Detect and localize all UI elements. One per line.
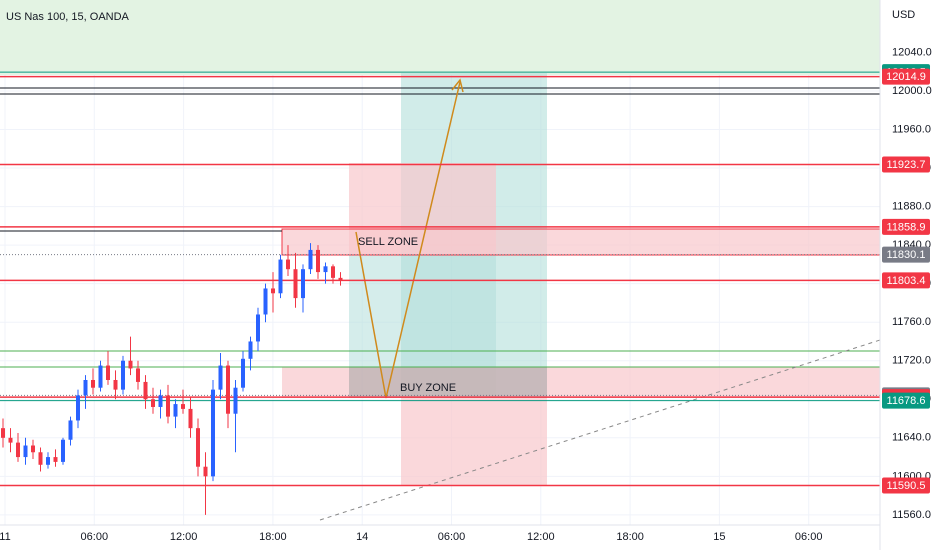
candle-body bbox=[301, 269, 305, 299]
candle-body bbox=[83, 379, 88, 396]
candle-body bbox=[61, 439, 65, 462]
x-tick-label: 18:00 bbox=[616, 531, 644, 543]
price-tag bbox=[882, 68, 930, 85]
price-tag-label: 12014.9 bbox=[886, 71, 926, 83]
candle-body bbox=[23, 445, 28, 458]
x-tick-label: 12:00 bbox=[527, 531, 555, 543]
buy-zone-label: BUY ZONE bbox=[400, 382, 456, 394]
x-tick-label: 14 bbox=[356, 531, 368, 543]
candle-body bbox=[256, 314, 260, 342]
y-tick-label: 11760.0 bbox=[892, 316, 931, 328]
price-tag bbox=[882, 156, 930, 173]
chart-title: US Nas 100, 15, OANDA bbox=[6, 11, 130, 23]
currency-label: USD bbox=[892, 9, 915, 21]
candle-body bbox=[91, 379, 95, 388]
price-tag-label: 11858.9 bbox=[887, 221, 926, 233]
candle-body bbox=[106, 365, 110, 380]
axis-layer: 11560.011600.011640.011680.011720.011760… bbox=[0, 46, 932, 543]
candle-body bbox=[226, 365, 230, 414]
candle-body bbox=[128, 360, 133, 369]
y-tick-label: 11560.0 bbox=[892, 509, 931, 521]
price-tag-label: 11830.1 bbox=[887, 249, 926, 261]
price-lines bbox=[0, 71, 880, 487]
candle-body bbox=[293, 269, 298, 299]
x-tick-label: 11 bbox=[0, 531, 11, 543]
candle-body bbox=[218, 365, 223, 390]
x-tick-label: 18:00 bbox=[259, 531, 287, 543]
candle-body bbox=[196, 428, 200, 467]
candles bbox=[1, 243, 343, 515]
candle-body bbox=[323, 266, 328, 273]
candle-body bbox=[113, 379, 118, 390]
price-tag-label: 11678.6 bbox=[887, 395, 926, 407]
sell-zone-label: SELL ZONE bbox=[358, 236, 418, 248]
candle-body bbox=[233, 387, 238, 414]
y-tick-label: 11720.0 bbox=[892, 355, 931, 367]
candle-body bbox=[316, 249, 320, 273]
candle-body bbox=[308, 249, 313, 270]
candle-body bbox=[173, 404, 178, 417]
projection-arrow bbox=[355, 81, 461, 399]
y-tick-label: 11880.0 bbox=[892, 200, 931, 212]
candle-body bbox=[136, 368, 140, 382]
candle-body bbox=[338, 277, 343, 281]
price-tag-label: 11803.4 bbox=[887, 275, 926, 287]
candle-body bbox=[211, 389, 215, 477]
candle-body bbox=[158, 395, 163, 407]
candle-body bbox=[278, 259, 283, 294]
candle-body bbox=[68, 420, 73, 440]
candle-body bbox=[76, 395, 80, 421]
y-tick-label: 12040.0 bbox=[892, 46, 932, 58]
arrow-head bbox=[451, 78, 464, 93]
price-tag-label: 11590.5 bbox=[887, 480, 926, 492]
price-tag bbox=[882, 477, 930, 494]
candle-body bbox=[203, 466, 208, 477]
x-tick-label: 12:00 bbox=[170, 531, 198, 543]
time-axis bbox=[0, 525, 880, 550]
x-tick-label: 06:00 bbox=[438, 531, 466, 543]
candle-body bbox=[38, 452, 43, 465]
candle-body bbox=[241, 358, 245, 388]
long-loss-box bbox=[401, 398, 547, 486]
candle-body bbox=[16, 442, 20, 458]
candle-body bbox=[121, 360, 125, 390]
price-tag bbox=[882, 272, 930, 289]
candle-body bbox=[1, 428, 5, 438]
candle-body bbox=[166, 395, 170, 417]
x-tick-label: 15 bbox=[713, 531, 725, 543]
price-tag bbox=[882, 218, 930, 235]
candle-body bbox=[8, 437, 13, 443]
price-tag bbox=[882, 392, 930, 409]
candle-body bbox=[271, 288, 275, 294]
candle-body bbox=[143, 381, 148, 400]
x-tick-label: 06:00 bbox=[81, 531, 109, 543]
y-tick-label: 12000.0 bbox=[892, 85, 932, 97]
target-area bbox=[0, 0, 880, 75]
candle-body bbox=[31, 445, 35, 453]
candle-body bbox=[151, 399, 155, 407]
sell-zone bbox=[281, 228, 881, 256]
candle-body bbox=[46, 457, 50, 465]
y-tick-label: 11960.0 bbox=[892, 123, 931, 135]
trend-line bbox=[319, 339, 881, 521]
candle-body bbox=[286, 259, 290, 270]
candle-body bbox=[263, 288, 268, 315]
candle-body bbox=[331, 266, 335, 278]
candle-body bbox=[53, 457, 58, 462]
candle-body bbox=[188, 408, 193, 429]
candle-body bbox=[248, 341, 253, 359]
candle-body bbox=[98, 365, 103, 388]
y-tick-label: 11640.0 bbox=[892, 432, 931, 444]
candle-body bbox=[181, 404, 185, 409]
x-tick-label: 06:00 bbox=[795, 531, 823, 543]
price-tag-label: 11923.7 bbox=[887, 159, 926, 171]
price-tag bbox=[882, 246, 930, 263]
